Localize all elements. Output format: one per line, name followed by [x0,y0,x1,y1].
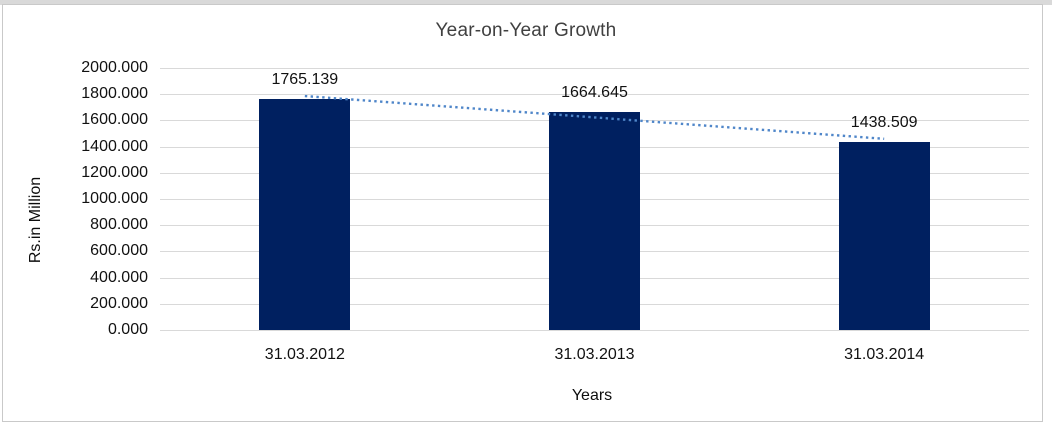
bar [549,111,640,330]
gridline [160,94,1029,96]
y-axis-tick-label: 2000.000 [81,59,148,76]
x-axis-title: Years [571,387,613,404]
gridline [160,330,1029,331]
x-axis-category-label: 31.03.2013 [554,346,635,363]
y-axis-tick-label: 800.000 [90,216,148,234]
y-axis-tick-label: 1000.000 [81,190,148,207]
bar [259,98,351,330]
x-axis-category-label: 31.03.2014 [844,346,925,363]
y-axis-tick-label: 1800.000 [81,85,148,103]
chart-frame-top-edge [0,0,1052,5]
x-axis-category-label: 31.03.2012 [264,346,345,363]
chart-title: Year-on-Year Growth [435,20,617,41]
gridline [160,68,1029,69]
y-axis-tick-label: 400.000 [90,268,148,286]
bar-value-label: 1664.645 [561,83,628,101]
y-axis-tick-label: 600.000 [90,242,148,260]
y-axis-tick-label: 1600.000 [81,111,148,129]
y-axis-tick-label: 1200.000 [81,163,148,181]
bar-value-label: 1438.509 [850,113,918,131]
chart-frame-border [2,4,1043,422]
bar-value-label: 1765.139 [271,70,339,88]
y-axis-tick-label: 200.000 [90,294,148,312]
y-axis-tick-label: 0.000 [107,321,148,338]
y-axis-tick-label: 1400.000 [81,137,148,155]
bar [838,141,930,330]
